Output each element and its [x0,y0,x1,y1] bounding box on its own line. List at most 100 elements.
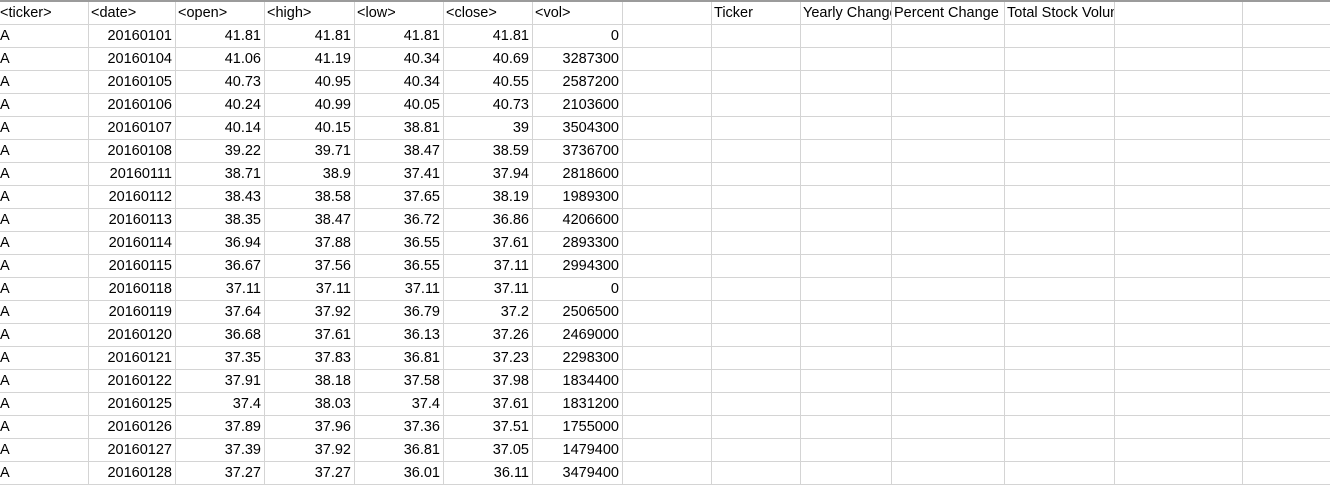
cell-ticker[interactable]: A [0,347,89,370]
empty-cell[interactable] [1005,209,1115,232]
cell-low[interactable]: 41.81 [355,25,444,48]
empty-cell[interactable] [801,462,892,485]
cell-date[interactable]: 20160107 [89,117,176,140]
empty-cell[interactable] [712,347,801,370]
cell-low[interactable]: 36.55 [355,232,444,255]
empty-cell[interactable] [1243,416,1330,439]
empty-cell[interactable] [1005,439,1115,462]
empty-cell[interactable] [801,416,892,439]
empty-cell[interactable] [1243,301,1330,324]
empty-cell[interactable] [892,347,1005,370]
empty-cell[interactable] [892,439,1005,462]
cell-vol[interactable]: 1479400 [533,439,623,462]
header-cell-vol[interactable]: <vol> [533,2,623,25]
empty-cell[interactable] [1243,163,1330,186]
empty-cell[interactable] [1243,462,1330,485]
cell-ticker[interactable]: A [0,439,89,462]
cell-ticker[interactable]: A [0,71,89,94]
empty-cell[interactable] [801,393,892,416]
header-cell-low[interactable]: <low> [355,2,444,25]
empty-cell[interactable] [1115,393,1243,416]
cell-date[interactable]: 20160115 [89,255,176,278]
empty-cell[interactable] [1243,209,1330,232]
empty-cell[interactable] [801,25,892,48]
empty-cell[interactable] [623,462,712,485]
cell-low[interactable]: 37.11 [355,278,444,301]
empty-cell[interactable] [623,232,712,255]
empty-cell[interactable] [801,324,892,347]
empty-cell[interactable] [623,416,712,439]
cell-ticker[interactable]: A [0,301,89,324]
cell-vol[interactable]: 1834400 [533,370,623,393]
cell-low[interactable]: 40.34 [355,48,444,71]
cell-open[interactable]: 38.35 [176,209,265,232]
cell-close[interactable]: 38.59 [444,140,533,163]
cell-high[interactable]: 38.47 [265,209,355,232]
header-cell-date[interactable]: <date> [89,2,176,25]
empty-cell[interactable] [892,393,1005,416]
cell-close[interactable]: 37.11 [444,255,533,278]
empty-cell[interactable] [712,324,801,347]
summary-header-cell[interactable]: Ticker [712,2,801,25]
empty-cell[interactable] [801,255,892,278]
empty-cell[interactable] [1115,163,1243,186]
empty-cell[interactable] [1005,48,1115,71]
cell-low[interactable]: 36.81 [355,439,444,462]
empty-cell[interactable] [801,301,892,324]
empty-cell[interactable] [892,324,1005,347]
cell-open[interactable]: 37.64 [176,301,265,324]
cell-open[interactable]: 41.06 [176,48,265,71]
cell-ticker[interactable]: A [0,462,89,485]
cell-close[interactable]: 41.81 [444,25,533,48]
cell-high[interactable]: 38.58 [265,186,355,209]
empty-cell[interactable] [1115,71,1243,94]
cell-vol[interactable]: 2103600 [533,94,623,117]
empty-cell[interactable] [1115,186,1243,209]
empty-cell[interactable] [1115,48,1243,71]
empty-cell[interactable] [892,25,1005,48]
empty-cell[interactable] [623,255,712,278]
cell-vol[interactable]: 2587200 [533,71,623,94]
empty-cell[interactable] [1115,462,1243,485]
empty-cell[interactable] [623,370,712,393]
empty-cell[interactable] [623,2,712,25]
cell-ticker[interactable]: A [0,186,89,209]
empty-cell[interactable] [1243,393,1330,416]
cell-vol[interactable]: 4206600 [533,209,623,232]
cell-open[interactable]: 38.43 [176,186,265,209]
cell-high[interactable]: 40.99 [265,94,355,117]
cell-low[interactable]: 37.4 [355,393,444,416]
cell-date[interactable]: 20160127 [89,439,176,462]
cell-date[interactable]: 20160101 [89,25,176,48]
cell-close[interactable]: 37.05 [444,439,533,462]
empty-cell[interactable] [1243,94,1330,117]
cell-vol[interactable]: 0 [533,278,623,301]
cell-low[interactable]: 36.13 [355,324,444,347]
empty-cell[interactable] [1005,163,1115,186]
cell-open[interactable]: 40.14 [176,117,265,140]
empty-cell[interactable] [712,140,801,163]
cell-close[interactable]: 37.23 [444,347,533,370]
empty-cell[interactable] [1243,255,1330,278]
empty-cell[interactable] [801,94,892,117]
empty-cell[interactable] [1243,232,1330,255]
empty-cell[interactable] [801,186,892,209]
empty-cell[interactable] [1243,370,1330,393]
empty-cell[interactable] [801,163,892,186]
cell-open[interactable]: 37.11 [176,278,265,301]
empty-cell[interactable] [1243,347,1330,370]
cell-ticker[interactable]: A [0,232,89,255]
cell-low[interactable]: 36.01 [355,462,444,485]
cell-ticker[interactable]: A [0,255,89,278]
empty-cell[interactable] [1243,278,1330,301]
cell-date[interactable]: 20160122 [89,370,176,393]
empty-cell[interactable] [1243,2,1330,25]
empty-cell[interactable] [1005,117,1115,140]
empty-cell[interactable] [1243,71,1330,94]
cell-high[interactable]: 37.88 [265,232,355,255]
empty-cell[interactable] [1005,94,1115,117]
cell-vol[interactable]: 2893300 [533,232,623,255]
empty-cell[interactable] [1115,370,1243,393]
cell-vol[interactable]: 2506500 [533,301,623,324]
header-cell-close[interactable]: <close> [444,2,533,25]
